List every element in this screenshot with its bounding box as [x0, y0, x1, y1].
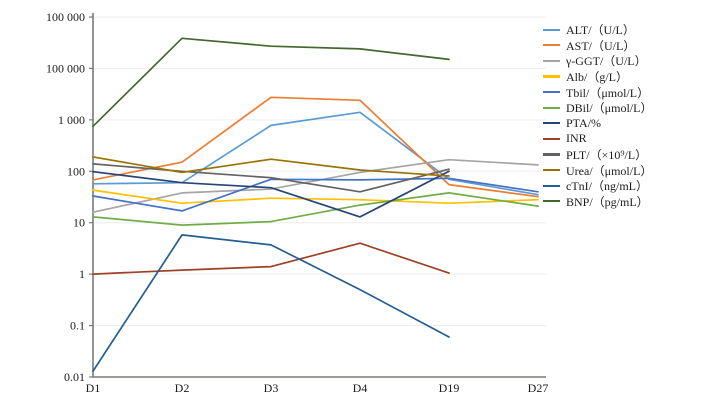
legend-label-tbil: Tbil/（μmol/L）: [566, 85, 650, 100]
legend-item-inr: INR: [543, 131, 719, 147]
series-line-pta: [92, 170, 450, 218]
legend-label-ast: AST/（U/L）: [566, 38, 636, 53]
legend-label-inr: INR: [566, 131, 587, 146]
legend-label-bnp: BNP/（pg/mL）: [566, 194, 649, 209]
legend-swatch-ctni: [543, 184, 560, 187]
legend-swatch-urea: [543, 169, 560, 172]
legend-label-urea: Urea/（μmol/L）: [566, 163, 653, 178]
legend-label-dbil: DBil/（μmol/L）: [566, 101, 653, 116]
series-line-ggt: [92, 158, 539, 214]
x-axis-label-d19: D19: [439, 381, 460, 395]
legend-item-alt: ALT/（U/L）: [543, 22, 719, 38]
series-line-alb: [92, 189, 539, 205]
series-line-dbil: [92, 192, 539, 226]
legend-swatch-inr: [543, 137, 560, 141]
legend-label-plt: PLT/（×10⁹/L）: [566, 148, 648, 163]
legend-swatch-dbil: [543, 106, 560, 109]
legend-swatch-ggt: [543, 59, 560, 63]
legend-swatch-plt: [543, 153, 560, 156]
series-line-bnp: [92, 37, 450, 128]
chart-legend: ALT/（U/L） AST/（U/L） γ-GGT/（U/L） Alb/（g/L） Tb…: [543, 22, 719, 209]
y-axis-label: 0.01: [64, 370, 85, 384]
legend-item-alb: Alb/（g/L）: [543, 69, 719, 85]
legend-label-ctni: cTnI/（ng/mL）: [566, 179, 648, 194]
x-axis-label-d27: D27: [528, 381, 549, 395]
legend-swatch-tbil: [543, 91, 560, 94]
y-axis-label: 100: [67, 164, 85, 178]
legend-item-dbil: DBil/（μmol/L）: [543, 100, 719, 116]
legend-swatch-alb: [543, 75, 560, 78]
x-axis-label-d3: D3: [264, 381, 279, 395]
x-axis-label-d1: D1: [86, 381, 101, 395]
y-axis-label: 1 000: [58, 113, 85, 127]
y-axis-label: 100 000: [46, 61, 85, 75]
legend-swatch-ast: [543, 44, 560, 47]
series-line-urea: [92, 156, 450, 177]
legend-label-alt: ALT/（U/L）: [566, 23, 635, 38]
series-line-alt: [92, 111, 539, 196]
legend-item-ggt: γ-GGT/（U/L）: [543, 53, 719, 69]
series-line-ast: [92, 96, 539, 198]
series-line-ctni: [92, 234, 450, 372]
legend-label-alb: Alb/（g/L）: [566, 70, 628, 85]
legend-label-ggt: γ-GGT/（U/L）: [566, 54, 647, 69]
y-axis-label: 100 000: [46, 10, 85, 24]
series-line-plt: [92, 163, 450, 193]
legend-item-urea: Urea/（μmol/L）: [543, 162, 719, 178]
y-axis-label: 10: [73, 216, 85, 230]
legend-item-ctni: cTnI/（ng/mL）: [543, 178, 719, 194]
legend-item-plt: PLT/（×10⁹/L）: [543, 147, 719, 163]
legend-item-ast: AST/（U/L）: [543, 38, 719, 54]
x-axis-label-d2: D2: [175, 381, 190, 395]
legend-swatch-bnp: [543, 200, 560, 203]
x-axis-label-d4: D4: [353, 381, 368, 395]
series-line-tbil: [92, 177, 539, 212]
y-axis-label: 0.1: [70, 319, 85, 333]
legend-swatch-pta: [543, 122, 560, 125]
legend-swatch-alt: [543, 28, 560, 31]
legend-label-pta: PTA/%: [566, 115, 602, 130]
legend-item-pta: PTA/%: [543, 116, 719, 132]
y-axis-label: 1: [79, 267, 85, 281]
series-line-inr: [92, 242, 450, 275]
legend-item-tbil: Tbil/（μmol/L）: [543, 84, 719, 100]
legend-item-bnp: BNP/（pg/mL）: [543, 194, 719, 210]
